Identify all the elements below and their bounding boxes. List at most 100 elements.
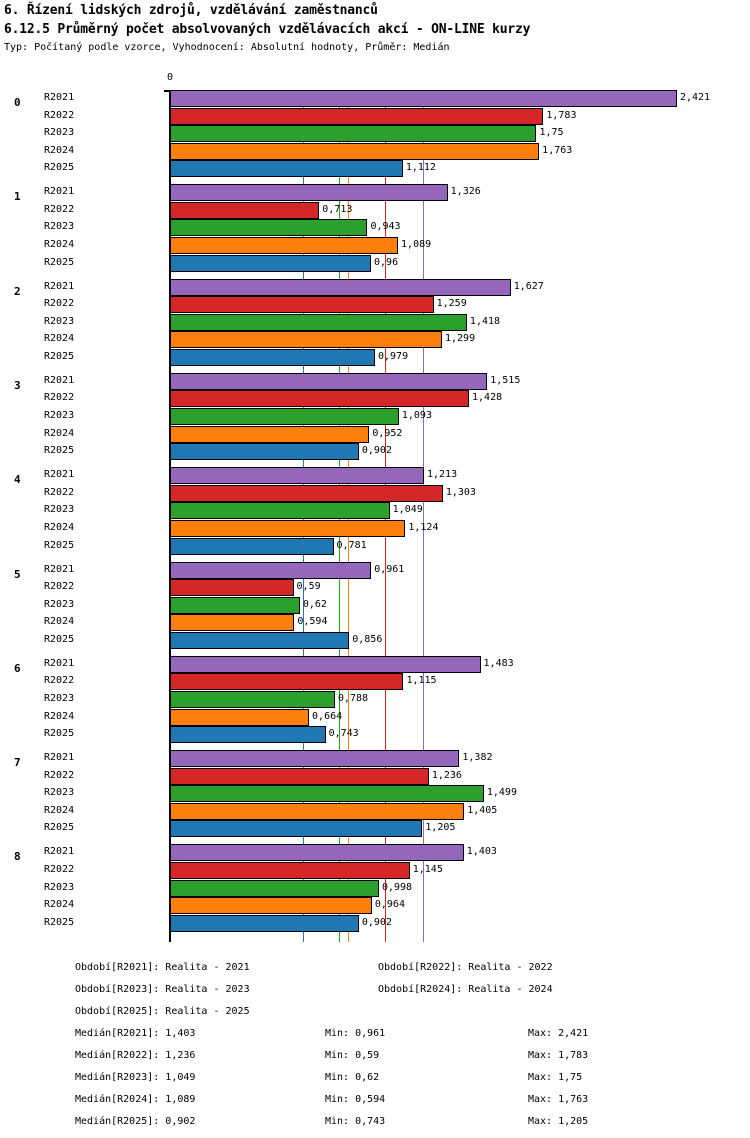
series-label-r2021: R2021 bbox=[44, 92, 75, 103]
bar-r2021[interactable] bbox=[170, 372, 488, 390]
bar-r2025[interactable] bbox=[170, 914, 359, 932]
bar-row: R2021 1,213 bbox=[0, 467, 750, 485]
legend-stats-row: Medián[R2022]: 1,236 Min: 0,59 Max: 1,783 bbox=[0, 1050, 750, 1072]
bar-row: R2025 0,856 bbox=[0, 631, 750, 649]
bar-r2024[interactable] bbox=[170, 614, 295, 632]
bar-r2025[interactable] bbox=[170, 726, 326, 744]
bar-r2025[interactable] bbox=[170, 443, 359, 461]
bar-r2022[interactable] bbox=[170, 861, 410, 879]
bar-r2022[interactable] bbox=[170, 484, 443, 502]
bar-r2025[interactable] bbox=[170, 537, 334, 555]
legend-period-row: Období[R2021]: Realita - 2021 Období[R202… bbox=[0, 962, 750, 984]
bar-r2022[interactable] bbox=[170, 673, 404, 691]
bar-r2025[interactable] bbox=[170, 631, 350, 649]
series-label-r2024: R2024 bbox=[44, 616, 75, 628]
bar-group: 3 R2021 1,515 R2022 1,428 R2023 1,093 R2024 0,95… bbox=[0, 372, 750, 461]
bar-r2022[interactable] bbox=[170, 201, 320, 219]
bar-r2022[interactable] bbox=[170, 579, 294, 597]
bar-r2023[interactable] bbox=[170, 313, 467, 331]
bar-row: R2022 1,145 bbox=[0, 861, 750, 879]
bar-r2021[interactable] bbox=[170, 467, 424, 485]
bar-row: R2025 0,902 bbox=[0, 443, 750, 461]
bar-row: R2021 1,515 bbox=[0, 372, 750, 390]
bar-r2025[interactable] bbox=[170, 820, 423, 838]
bar-r2024[interactable] bbox=[170, 708, 310, 726]
stat-min: Min: 0,59 bbox=[325, 1050, 380, 1061]
bar-value-label: 0,998 bbox=[381, 881, 413, 893]
bar-value-label: 0,952 bbox=[372, 427, 403, 439]
bar-r2025[interactable] bbox=[170, 160, 403, 178]
bar-value-label: 0,964 bbox=[374, 899, 405, 911]
bar-r2021[interactable] bbox=[170, 750, 460, 768]
bar-value-label: 1,299 bbox=[445, 333, 476, 345]
bar-r2021[interactable] bbox=[170, 90, 677, 107]
bar-r2024[interactable] bbox=[170, 237, 399, 255]
legend-stats-row: Medián[R2021]: 1,403 Min: 0,961 Max: 2,421 bbox=[0, 1028, 750, 1050]
bar-row: R2023 0,62 bbox=[0, 596, 750, 614]
stat-median: Medián[R2023]: 1,049 bbox=[75, 1072, 196, 1083]
bar-r2021[interactable] bbox=[170, 844, 464, 862]
bar-value-label: 1,326 bbox=[450, 186, 481, 198]
bar-value-label: 0,62 bbox=[302, 598, 327, 610]
series-label-r2024: R2024 bbox=[44, 899, 75, 911]
bar-row: R2023 0,788 bbox=[0, 690, 750, 708]
bar-r2024[interactable] bbox=[170, 142, 540, 160]
legend-stats-row: Medián[R2023]: 1,049 Min: 0,62 Max: 1,75 bbox=[0, 1072, 750, 1094]
bar-r2024[interactable] bbox=[170, 425, 370, 443]
bar-row: R2021 0,961 bbox=[0, 561, 750, 579]
group-index-label: 1 bbox=[14, 190, 21, 204]
bar-r2021[interactable] bbox=[170, 655, 481, 673]
bar-r2024[interactable] bbox=[170, 897, 372, 915]
legend-period-row: Období[R2025]: Realita - 2025 bbox=[0, 1006, 750, 1028]
bar-r2022[interactable] bbox=[170, 390, 470, 408]
bar-r2021[interactable] bbox=[170, 184, 448, 202]
bar-value-label: 0,979 bbox=[378, 350, 409, 362]
series-label-r2025: R2025 bbox=[44, 350, 75, 362]
bar-value-label: 1,382 bbox=[462, 752, 493, 764]
bar-r2021[interactable] bbox=[170, 278, 511, 296]
series-label-r2023: R2023 bbox=[44, 881, 75, 893]
bar-value-label: 1,115 bbox=[406, 675, 437, 687]
bar-row: R2021 1,382 bbox=[0, 750, 750, 768]
bar-row: R2024 1,124 bbox=[0, 519, 750, 537]
bar-r2023[interactable] bbox=[170, 690, 335, 708]
series-label-r2022: R2022 bbox=[44, 675, 75, 687]
series-label-r2022: R2022 bbox=[44, 203, 75, 215]
bar-value-label: 0,902 bbox=[361, 916, 392, 928]
bar-group: 1 R2021 1,326 R2022 0,713 R2023 0,943 R2024 1,08… bbox=[0, 184, 750, 272]
series-label-r2022: R2022 bbox=[44, 581, 75, 593]
bar-value-label: 1,145 bbox=[412, 863, 443, 875]
bar-r2025[interactable] bbox=[170, 348, 375, 366]
group-index-label: 0 bbox=[14, 96, 21, 109]
bar-r2022[interactable] bbox=[170, 296, 434, 314]
series-label-r2023: R2023 bbox=[44, 504, 75, 516]
series-label-r2025: R2025 bbox=[44, 256, 75, 268]
bar-r2023[interactable] bbox=[170, 785, 484, 803]
bar-r2024[interactable] bbox=[170, 802, 465, 820]
stat-min: Min: 0,62 bbox=[325, 1072, 380, 1083]
bar-value-label: 1,089 bbox=[401, 239, 432, 251]
stat-median: Medián[R2025]: 0,902 bbox=[75, 1116, 196, 1127]
bar-r2024[interactable] bbox=[170, 331, 442, 349]
series-label-r2024: R2024 bbox=[44, 710, 75, 722]
bar-value-label: 0,96 bbox=[374, 256, 399, 268]
bar-r2023[interactable] bbox=[170, 502, 390, 520]
bar-row: R2022 0,59 bbox=[0, 579, 750, 597]
report-title: 6. Řízení lidských zdrojů, vzdělávání za… bbox=[4, 3, 378, 18]
bar-r2023[interactable] bbox=[170, 596, 300, 614]
bar-r2023[interactable] bbox=[170, 219, 368, 237]
bar-r2021[interactable] bbox=[170, 561, 372, 579]
bar-r2024[interactable] bbox=[170, 519, 406, 537]
bar-r2023[interactable] bbox=[170, 125, 537, 143]
series-label-r2021: R2021 bbox=[44, 846, 75, 858]
bar-value-label: 1,499 bbox=[486, 787, 517, 799]
group-index-label: 7 bbox=[14, 756, 21, 770]
bar-r2023[interactable] bbox=[170, 408, 399, 426]
bar-r2022[interactable] bbox=[170, 767, 429, 785]
bar-r2025[interactable] bbox=[170, 254, 372, 272]
bar-r2022[interactable] bbox=[170, 107, 544, 125]
bar-group: 6 R2021 1,483 R2022 1,115 R2023 0,788 R2024 0,66… bbox=[0, 655, 750, 744]
bar-row: R2022 1,428 bbox=[0, 390, 750, 408]
stat-median: Medián[R2024]: 1,089 bbox=[75, 1094, 196, 1105]
bar-r2023[interactable] bbox=[170, 879, 379, 897]
